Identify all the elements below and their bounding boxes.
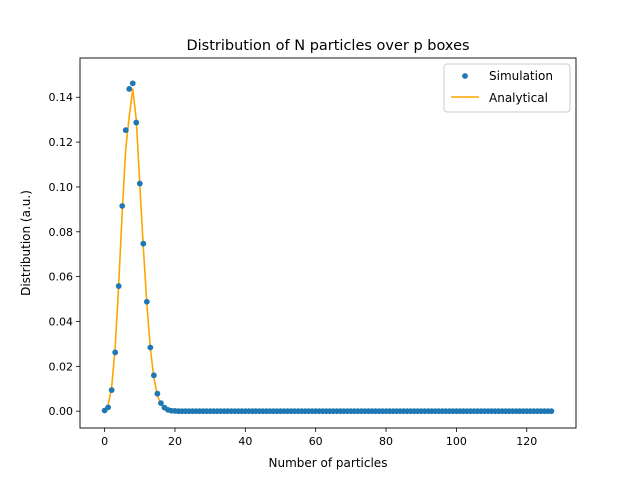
x-tick-label: 80: [379, 435, 393, 448]
y-axis-ticks: 0.00 0.02 0.04 0.06 0.08 0.10 0.12 0.14: [49, 91, 80, 418]
simulation-point: [119, 203, 126, 209]
x-axis-ticks: 0 20 40 60 80 100 120: [101, 428, 537, 448]
simulation-point: [143, 298, 150, 305]
plot-frame: [79, 57, 577, 429]
y-tick-label: 0.06: [49, 271, 74, 284]
simulation-point: [136, 180, 143, 187]
legend-simulation-marker: [462, 73, 468, 79]
simulation-point: [108, 387, 115, 393]
x-tick-label: 120: [516, 435, 537, 448]
y-tick-label: 0.14: [49, 91, 74, 104]
plot-area: [79, 57, 577, 429]
simulation-series: [101, 80, 555, 415]
simulation-point: [133, 119, 140, 126]
x-axis-label: Number of particles: [269, 456, 388, 470]
simulation-point: [158, 400, 164, 407]
simulation-point: [126, 86, 133, 92]
simulation-point: [548, 408, 555, 415]
y-tick-label: 0.12: [49, 136, 74, 149]
simulation-point: [154, 390, 161, 397]
y-tick-label: 0.02: [49, 360, 74, 373]
plot-background: [80, 58, 576, 428]
legend-frame: [443, 63, 571, 113]
simulation-point: [129, 80, 136, 87]
y-tick-label: 0.08: [49, 226, 74, 239]
chart-title: Distribution of N particles over p boxes: [186, 38, 469, 54]
x-tick-label: 60: [309, 435, 323, 448]
simulation-point: [140, 240, 147, 247]
y-tick-label: 0.10: [49, 181, 74, 194]
simulation-point: [112, 349, 119, 356]
simulation-point: [147, 344, 154, 351]
y-tick-label: 0.04: [49, 315, 74, 328]
y-tick-label: 0.00: [49, 405, 74, 418]
legend-simulation-label: Simulation: [489, 69, 553, 83]
simulation-point: [115, 283, 122, 289]
x-tick-label: 20: [168, 435, 182, 448]
x-tick-label: 40: [238, 435, 252, 448]
legend: Simulation Analytical: [443, 63, 571, 113]
simulation-point: [105, 404, 112, 411]
x-tick-label: 100: [446, 435, 467, 448]
y-axis-label: Distribution (a.u.): [19, 190, 33, 296]
simulation-point: [150, 372, 157, 379]
simulation-point: [122, 127, 129, 134]
legend-analytical-label: Analytical: [489, 91, 548, 105]
x-tick-label: 0: [101, 435, 108, 448]
